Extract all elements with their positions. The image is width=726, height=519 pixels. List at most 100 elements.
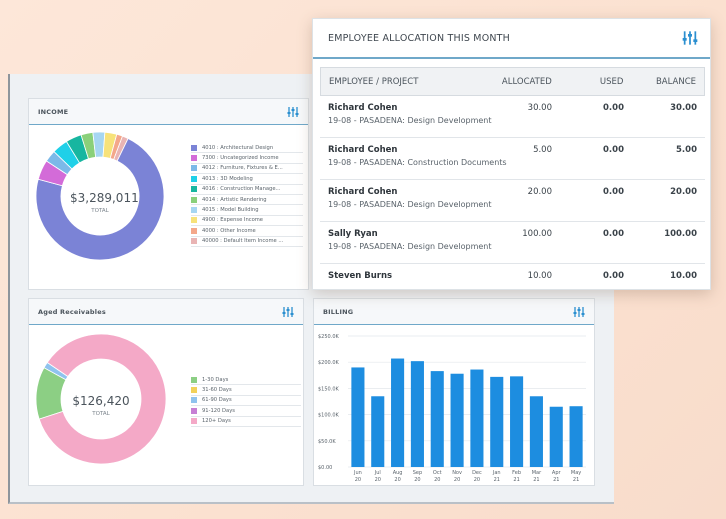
column-header-employee-project[interactable]: EMPLOYEE / PROJECT xyxy=(329,76,419,87)
y-tick-label: $200.0K xyxy=(318,360,339,366)
legend-label: 1-30 Days xyxy=(202,376,229,383)
settings-sliders-icon[interactable] xyxy=(282,306,294,317)
x-tick-year-label: 21 xyxy=(533,477,539,483)
x-tick-year-label: 21 xyxy=(513,477,519,483)
legend-swatch xyxy=(191,217,197,224)
legend-label: 120+ Days xyxy=(202,418,231,425)
billing-bar[interactable] xyxy=(549,406,563,467)
x-tick-label: Dec xyxy=(472,470,482,476)
y-tick-label: $50.0K xyxy=(318,439,336,445)
legend-item[interactable]: 61-90 Days xyxy=(191,396,301,407)
x-tick-year-label: 21 xyxy=(553,477,559,483)
settings-sliders-icon[interactable] xyxy=(682,31,698,45)
x-tick-year-label: 20 xyxy=(474,477,480,483)
billing-bar[interactable] xyxy=(490,376,504,467)
employee-name: Richard Cohen xyxy=(328,145,398,155)
legend-item[interactable]: 4014 : Artistic Rendering xyxy=(191,195,303,206)
legend-swatch xyxy=(191,238,197,245)
legend-label: 31-60 Days xyxy=(202,387,232,394)
legend-item[interactable]: 4015 : Model Building xyxy=(191,205,303,216)
legend-item[interactable]: 4010 : Architectural Design xyxy=(191,143,303,154)
legend-item[interactable]: 4013 : 3D Modeling xyxy=(191,174,303,185)
legend-item[interactable]: 7300 : Uncategorized Income xyxy=(191,153,303,164)
donut-slice-0[interactable] xyxy=(35,137,165,261)
x-tick-year-label: 20 xyxy=(454,477,460,483)
settings-sliders-icon[interactable] xyxy=(573,306,585,317)
used-value: 0.00 xyxy=(603,145,624,155)
income-card: INCOME $3,289,011 TOTAL 4010 : Architect… xyxy=(28,98,309,290)
income-total-label: TOTAL xyxy=(91,208,109,214)
legend-item[interactable]: 4012 : Furniture, Fixtures & E... xyxy=(191,164,303,175)
column-header-balance[interactable]: BALANCE xyxy=(655,76,697,87)
income-donut-chart xyxy=(35,131,165,261)
x-tick-label: Jan xyxy=(492,470,501,476)
legend-label: 4015 : Model Building xyxy=(202,207,259,214)
x-tick-label: Nov xyxy=(452,470,462,476)
billing-bar[interactable] xyxy=(510,376,524,467)
employee-name: Steven Burns xyxy=(328,271,393,281)
legend-label: 4014 : Artistic Rendering xyxy=(202,196,267,203)
table-row[interactable]: Sally Ryan 100.00 0.00 100.00 19-08 - PA… xyxy=(320,222,705,264)
x-tick-year-label: 21 xyxy=(494,477,500,483)
income-card-header: INCOME xyxy=(29,99,308,125)
table-row[interactable]: Richard Cohen 30.00 0.00 30.00 19-08 - P… xyxy=(320,96,705,138)
legend-item[interactable]: 1-30 Days xyxy=(191,375,301,386)
legend-item[interactable]: 40000 : Default Item Income ... xyxy=(191,237,303,247)
billing-bar[interactable] xyxy=(391,358,405,467)
aged-total-value: $126,420 xyxy=(72,394,130,408)
x-tick-year-label: 20 xyxy=(375,477,381,483)
billing-bar[interactable] xyxy=(569,406,583,467)
legend-item[interactable]: 120+ Days xyxy=(191,417,301,427)
settings-sliders-icon[interactable] xyxy=(287,106,299,117)
legend-swatch xyxy=(191,165,197,172)
legend-label: 4010 : Architectural Design xyxy=(202,144,274,151)
balance-value: 100.00 xyxy=(664,229,697,239)
legend-label: 61-90 Days xyxy=(202,397,232,404)
balance-value: 30.00 xyxy=(670,103,697,113)
legend-item[interactable]: 4900 : Expense Income xyxy=(191,216,303,227)
legend-label: 4012 : Furniture, Fixtures & E... xyxy=(202,165,283,172)
billing-bar[interactable] xyxy=(430,371,444,467)
legend-swatch xyxy=(191,144,197,151)
x-tick-label: Feb xyxy=(512,470,521,476)
billing-card: BILLING $0.00 $50.0K $100.0K $150.0K $200.0K… xyxy=(313,298,595,486)
donut-slice-9[interactable] xyxy=(113,135,129,162)
legend-item[interactable]: 4016 : Construction Manage... xyxy=(191,185,303,195)
billing-bar[interactable] xyxy=(410,361,424,467)
billing-bar[interactable] xyxy=(351,367,365,467)
billing-bar-chart: $0.00 $50.0K $100.0K $150.0K $200.0K $250.0K J… xyxy=(318,334,586,483)
legend-swatch xyxy=(191,207,197,214)
x-tick-label: Aug xyxy=(393,470,403,476)
y-tick-label: $250.0K xyxy=(318,334,339,340)
income-title: INCOME xyxy=(38,107,69,116)
aged-total: $126,420 TOTAL xyxy=(71,394,131,417)
employee-name: Sally Ryan xyxy=(328,229,378,239)
billing-bar[interactable] xyxy=(371,396,385,467)
billing-bar[interactable] xyxy=(450,373,464,467)
income-legend: 4010 : Architectural Design 7300 : Uncate… xyxy=(191,143,303,247)
billing-bar[interactable] xyxy=(529,396,543,467)
allocation-header: EMPLOYEE ALLOCATION THIS MONTH xyxy=(313,19,710,59)
donut-slice-4[interactable] xyxy=(38,333,167,465)
aged-legend: 1-30 Days 31-60 Days 61-90 Days 91-120 Days… xyxy=(191,375,301,427)
legend-label: 4016 : Construction Manage... xyxy=(202,186,281,193)
table-row[interactable]: Steven Burns 10.00 0.00 10.00 xyxy=(320,264,705,289)
aged-title: Aged Receivables xyxy=(38,307,106,316)
legend-item[interactable]: 91-120 Days xyxy=(191,406,301,417)
legend-label: 7300 : Uncategorized Income xyxy=(202,155,279,162)
column-header-allocated[interactable]: ALLOCATED xyxy=(501,76,552,87)
legend-item[interactable]: 31-60 Days xyxy=(191,385,301,396)
table-row[interactable]: Richard Cohen 5.00 0.00 5.00 19-08 - PAS… xyxy=(320,138,705,180)
column-header-used[interactable]: USED xyxy=(599,76,624,87)
employee-name: Richard Cohen xyxy=(328,103,398,113)
y-tick-label: $150.0K xyxy=(318,386,339,392)
employee-allocation-panel: EMPLOYEE ALLOCATION THIS MONTH EMPLOYEE … xyxy=(312,18,711,290)
legend-swatch xyxy=(191,196,197,203)
legend-item[interactable]: 4000 : Other Income xyxy=(191,226,303,237)
x-tick-label: Sep xyxy=(413,470,422,476)
table-row[interactable]: Richard Cohen 20.00 0.00 20.00 19-08 - P… xyxy=(320,180,705,222)
billing-bar[interactable] xyxy=(470,369,484,467)
allocated-value: 30.00 xyxy=(527,103,552,113)
y-tick-label: $0.00 xyxy=(318,465,332,471)
x-tick-label: Jun xyxy=(353,470,362,476)
